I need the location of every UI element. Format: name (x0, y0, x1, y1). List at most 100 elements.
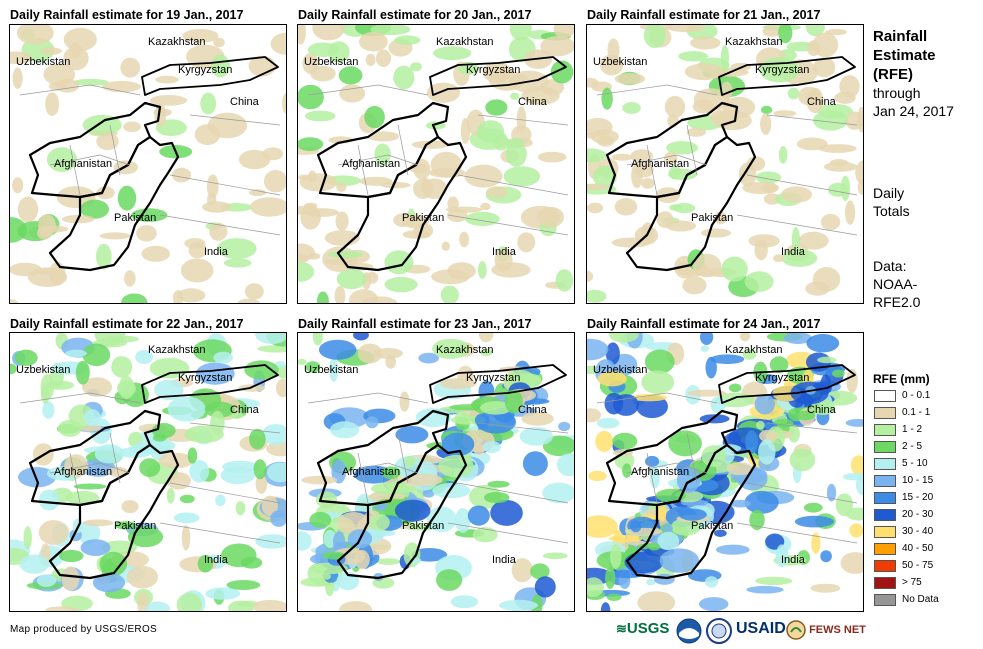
rainfall-area (261, 424, 286, 445)
rainfall-area (197, 554, 214, 573)
rainfall-area (16, 25, 54, 45)
country-label-uzbekistan: Uzbekistan (304, 56, 358, 68)
rainfall-area (316, 291, 329, 303)
country-label-pakistan: Pakistan (691, 212, 733, 224)
rainfall-area (813, 57, 836, 78)
rainfall-area (480, 348, 493, 357)
legend-swatch (874, 492, 896, 504)
rainfall-area (209, 222, 228, 241)
rainfall-area (329, 357, 339, 382)
rainfall-area (17, 196, 39, 223)
rainfall-area (478, 333, 494, 343)
legend-label: 1 - 2 (902, 424, 923, 435)
rainfall-area (167, 396, 206, 422)
country-label-india: India (492, 246, 517, 258)
rainfall-area (665, 220, 697, 232)
rainfall-area (455, 508, 471, 533)
rainfall-area (298, 137, 324, 151)
rainfall-area (789, 448, 816, 472)
rainfall-area (298, 84, 324, 110)
rainfall-area (855, 474, 863, 495)
rainfall-area (467, 505, 490, 526)
rainfall-area (418, 352, 439, 364)
rainfall-area (810, 583, 841, 593)
rainfall-area (36, 574, 57, 587)
rainfall-area (605, 342, 620, 365)
rainfall-area (155, 75, 179, 84)
rainfall-area (659, 548, 700, 573)
kyrgyzstan-border (141, 56, 279, 96)
legend-swatch (874, 577, 896, 589)
rainfall-area (773, 254, 785, 263)
rainfall-area (96, 132, 119, 151)
rainfall-area (715, 544, 750, 555)
rainfall-area (181, 525, 191, 551)
rainfall-area (58, 419, 82, 437)
pakistan-border (48, 443, 180, 580)
sidebar-through-date: Jan 24, 2017 (873, 103, 954, 119)
rainfall-area (682, 276, 707, 295)
rainfall-area (505, 138, 525, 148)
rainfall-area (394, 35, 421, 45)
rainfall-area (643, 25, 666, 48)
rainfall-area (612, 432, 638, 450)
rainfall-area (830, 159, 848, 167)
country-label-pakistan: Pakistan (402, 520, 444, 532)
rainfall-area (330, 421, 360, 439)
rainfall-area (611, 153, 633, 161)
rainfall-area (411, 548, 448, 562)
rainfall-area (10, 299, 19, 303)
rainfall-area (393, 65, 415, 90)
rainfall-area (692, 253, 722, 278)
usgs-logo: ≋USGS (616, 620, 670, 637)
kyrgyzstan-border (429, 56, 567, 96)
rainfall-area (704, 576, 719, 588)
agency-logos: ≋USGS USAID FEWS NET (616, 616, 866, 646)
rainfall-area (754, 394, 775, 415)
country-label-kyrgyzstan: Kyrgyzstan (466, 64, 520, 76)
rainfall-area (542, 482, 574, 504)
rainfall-area (370, 25, 411, 36)
rainfall-area (298, 261, 315, 282)
country-label-india: India (204, 246, 229, 258)
rainfall-area (624, 551, 664, 574)
rainfall-area (121, 293, 148, 303)
rainfall-area (710, 354, 745, 364)
rainfall-area (601, 87, 613, 110)
rainfall-area (244, 360, 279, 380)
rainfall-area (761, 105, 773, 114)
rainfall-area (189, 460, 210, 483)
noaa-logo (676, 618, 702, 646)
rainfall-area (845, 419, 863, 427)
country-label-india: India (204, 554, 229, 566)
rainfall-area (721, 256, 748, 282)
rainfall-area (235, 501, 246, 516)
rainfall-area (38, 214, 56, 238)
rainfall-area (43, 63, 76, 86)
rainfall-area (646, 578, 656, 586)
rainfall-area (756, 420, 765, 430)
rainfall-area (305, 110, 336, 122)
rainfall-area (637, 591, 676, 611)
rainfall-area (754, 239, 768, 261)
panel-title-1: Daily Rainfall estimate for 19 Jan., 201… (10, 8, 244, 22)
rainfall-area (80, 459, 116, 477)
rainfall-area (812, 32, 839, 58)
rainfall-area (65, 349, 87, 358)
rainfall-area (228, 600, 254, 611)
rainfall-area (783, 333, 812, 344)
rainfall-area (173, 512, 200, 524)
rainfall-area (775, 544, 789, 568)
rainfall-area (687, 389, 727, 397)
rainfall-area (820, 550, 832, 563)
rainfall-area (625, 527, 663, 536)
rainfall-area (375, 558, 401, 565)
rainfall-area (605, 567, 616, 589)
rainfall-area (403, 473, 443, 487)
country-label-kazakhstan: Kazakhstan (436, 36, 493, 48)
rainfall-area (422, 490, 435, 498)
rainfall-area (436, 569, 463, 591)
rainfall-area (338, 66, 363, 85)
rainfall-area (530, 563, 550, 580)
province-lines (19, 84, 281, 236)
